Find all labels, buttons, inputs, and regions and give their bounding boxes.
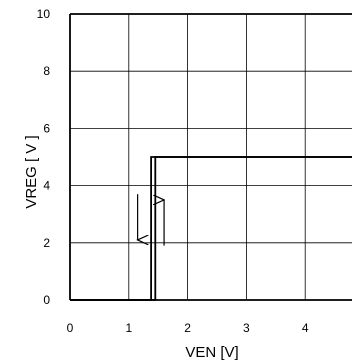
series-layer	[70, 156, 352, 301]
y-tick-label: 0	[43, 293, 50, 307]
y-tick-labels: 0 2 4 6 8 10	[37, 7, 51, 307]
annotation-layer	[138, 194, 164, 246]
x-tick-label: 2	[184, 321, 191, 335]
y-tick-label: 4	[43, 179, 50, 193]
y-tick-label: 6	[43, 121, 50, 135]
x-tick-label: 4	[302, 321, 309, 335]
series-line-1	[70, 156, 352, 301]
y-tick-label: 10	[37, 7, 51, 21]
x-tick-label: 0	[67, 321, 74, 335]
x-tick-label: 3	[243, 321, 250, 335]
x-tick-labels: 0 1 2 3 4	[67, 321, 309, 335]
y-axis-label: VREG [ V ]	[23, 135, 40, 208]
series-line-2	[70, 156, 352, 301]
y-tick-label: 8	[43, 64, 50, 78]
x-axis-label: VEN [V]	[185, 344, 238, 361]
y-tick-label: 2	[43, 236, 50, 250]
x-tick-label: 1	[125, 321, 132, 335]
